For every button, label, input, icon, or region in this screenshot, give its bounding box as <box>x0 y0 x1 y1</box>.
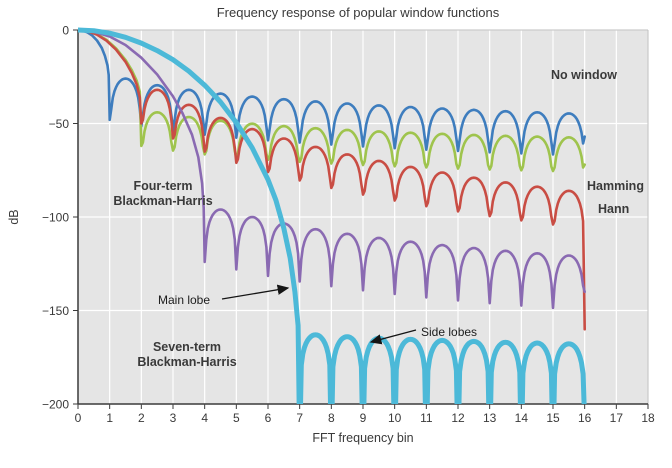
series-line-four-term-blackman-harris <box>78 28 586 310</box>
x-tick-label: 0 <box>75 411 82 425</box>
x-tick-label: 16 <box>578 411 592 425</box>
y-tick-label: −200 <box>42 398 69 412</box>
y-axis-label: dB <box>7 209 21 224</box>
series-label-hann: Hann <box>598 202 629 216</box>
x-tick-label: 7 <box>296 411 303 425</box>
x-tick-label: 4 <box>201 411 208 425</box>
x-tick-label: 6 <box>265 411 272 425</box>
x-tick-label: 5 <box>233 411 240 425</box>
x-tick-label: 2 <box>138 411 145 425</box>
main-lobe-arrow <box>221 284 290 300</box>
y-tick-label: −50 <box>49 117 70 131</box>
x-tick-label: 12 <box>451 411 465 425</box>
series-label-hamming: Hamming <box>587 179 644 193</box>
x-axis-label: FFT frequency bin <box>312 431 413 445</box>
y-tick-label: −150 <box>42 304 69 318</box>
x-tick-label: 17 <box>610 411 624 425</box>
series-label-no-window: No window <box>551 68 617 82</box>
x-tick-label: 3 <box>170 411 177 425</box>
x-tick-label: 1 <box>106 411 113 425</box>
x-tick-label: 15 <box>546 411 560 425</box>
tick-labels: 0 1 2 3 4 5 6 7 8 9 10 11 12 13 14 15 16 17 180−50−100−150… <box>42 24 655 426</box>
annotation-main-lobe: Main lobe <box>158 284 290 307</box>
series-label-four-term-line1: Four-term <box>133 179 192 193</box>
chart-title: Frequency response of popular window fun… <box>217 5 500 20</box>
x-tick-label: 14 <box>515 411 529 425</box>
x-tick-label: 18 <box>641 411 655 425</box>
series-line-seven-term-blackman-harris <box>78 27 587 404</box>
annotation-side-lobes: Side lobes <box>369 325 477 345</box>
series-label-four-term-line2: Blackman-Harris <box>113 194 212 208</box>
side-lobes-label: Side lobes <box>421 325 477 339</box>
main-lobe-label: Main lobe <box>158 293 210 307</box>
series-lines <box>78 27 587 404</box>
y-tick-label: 0 <box>62 24 69 38</box>
series-label-seven-term-line1: Seven-term <box>153 340 221 354</box>
x-tick-label: 10 <box>388 411 402 425</box>
series-label-seven-term-blackman-harris: Seven-term Blackman-Harris <box>137 340 236 369</box>
side-lobes-arrow <box>369 329 417 345</box>
x-tick-label: 8 <box>328 411 335 425</box>
x-tick-label: 13 <box>483 411 497 425</box>
series-label-four-term-blackman-harris: Four-term Blackman-Harris <box>113 179 212 208</box>
series-label-seven-term-line2: Blackman-Harris <box>137 355 236 369</box>
x-tick-label: 11 <box>420 411 433 425</box>
y-tick-label: −100 <box>42 211 69 225</box>
x-tick-label: 9 <box>360 411 367 425</box>
series-line-hann <box>78 28 586 331</box>
